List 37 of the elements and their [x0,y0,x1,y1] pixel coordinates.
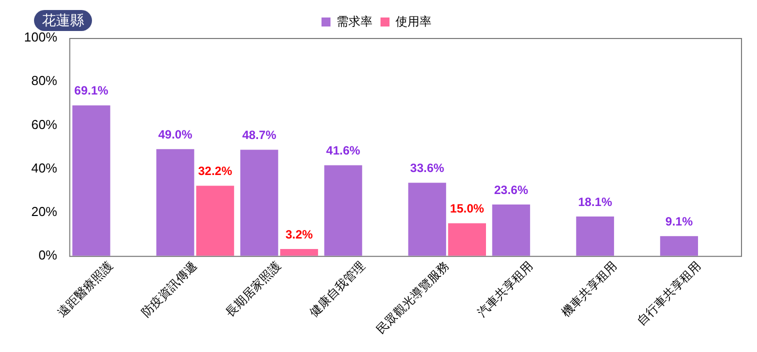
bar [408,182,446,256]
y-tick-label: 60% [31,116,58,132]
data-label: 49.0% [158,127,193,142]
x-tick-label: 民眾觀光導覽服務 [374,258,452,336]
legend-label: 需求率 [336,14,372,28]
bar [280,248,318,256]
bar [240,150,278,256]
x-tick-label: 長期居家照護 [222,258,284,320]
bar [156,149,194,256]
data-label: 15.0% [450,202,484,216]
bar [196,186,234,256]
data-label: 3.2% [285,227,314,242]
bar [448,223,486,256]
data-label: 18.1% [578,194,612,209]
data-label: 48.7% [242,128,277,142]
data-label: 9.1% [665,214,694,228]
x-tick-label: 機車共享租用 [558,258,620,320]
chart-title: 花蓮縣 [34,10,92,31]
y-tick-label: 80% [31,73,58,88]
bar [492,204,530,256]
x-tick-label: 健康自我管理 [306,258,368,320]
bar [576,216,614,256]
y-tick-label: 100% [24,30,58,45]
legend-label: 使用率 [396,14,432,28]
x-tick-label: 自行車共享租用 [634,258,704,328]
x-tick-label: 汽車共享租用 [474,258,536,320]
bar [660,236,698,256]
y-tick-label: 20% [31,204,58,219]
bar [324,165,362,256]
y-tick-label: 40% [31,160,58,176]
data-label: 41.6% [326,144,361,158]
x-tick-label: 防疫資訊傳遞 [138,258,200,320]
data-label: 69.1% [74,84,109,98]
data-label: 23.6% [494,182,528,197]
data-label: 32.2% [198,164,232,178]
data-label: 33.6% [410,161,445,176]
bar [72,105,110,256]
